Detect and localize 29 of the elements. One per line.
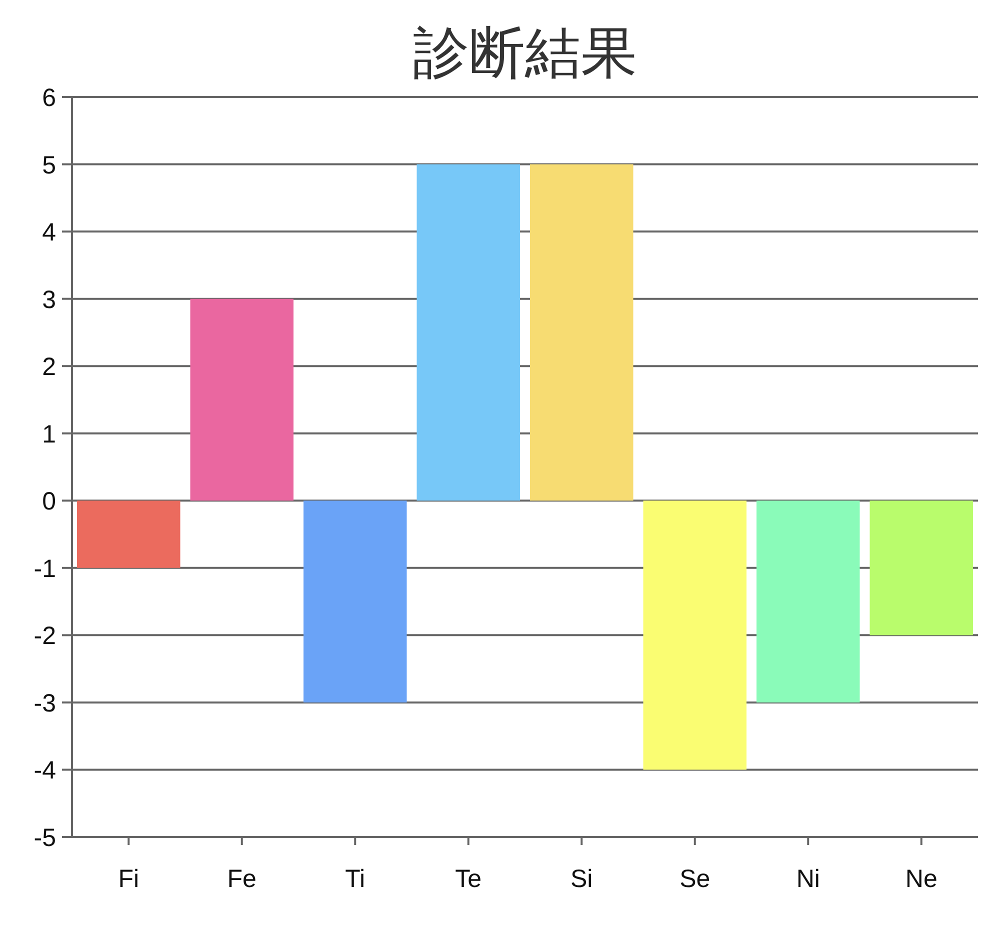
bar xyxy=(530,164,634,501)
y-tick-label: 4 xyxy=(42,218,56,247)
x-tick-label: Si xyxy=(570,865,593,893)
y-tick-label: -5 xyxy=(34,824,56,852)
y-tick-label: -2 xyxy=(34,622,56,650)
y-tick-label: 6 xyxy=(42,84,56,112)
y-tick-label: 0 xyxy=(42,488,56,516)
bar xyxy=(416,164,520,501)
x-tick-label: Ni xyxy=(796,865,820,893)
y-tick-label: -3 xyxy=(34,689,56,718)
bar xyxy=(870,500,973,636)
y-tick-label: 3 xyxy=(42,286,56,314)
x-tick-label: Se xyxy=(680,865,710,893)
x-tick-label: Ti xyxy=(345,865,366,893)
bar xyxy=(190,298,294,501)
x-tick-label: Ne xyxy=(905,865,938,893)
chart-title: 診断結果 xyxy=(413,21,637,84)
bar xyxy=(304,500,407,702)
y-tick-label: -4 xyxy=(34,756,56,785)
x-tick-label: Fe xyxy=(227,865,256,893)
y-tick-label: 5 xyxy=(42,151,56,180)
y-tick-label: -1 xyxy=(34,554,56,583)
bar xyxy=(756,500,860,702)
bar xyxy=(643,500,746,770)
x-tick-label: Te xyxy=(455,865,482,893)
y-tick-label: 2 xyxy=(42,353,56,382)
bar xyxy=(77,500,180,568)
y-tick-label: 1 xyxy=(42,420,56,448)
x-tick-label: Fi xyxy=(118,865,140,893)
